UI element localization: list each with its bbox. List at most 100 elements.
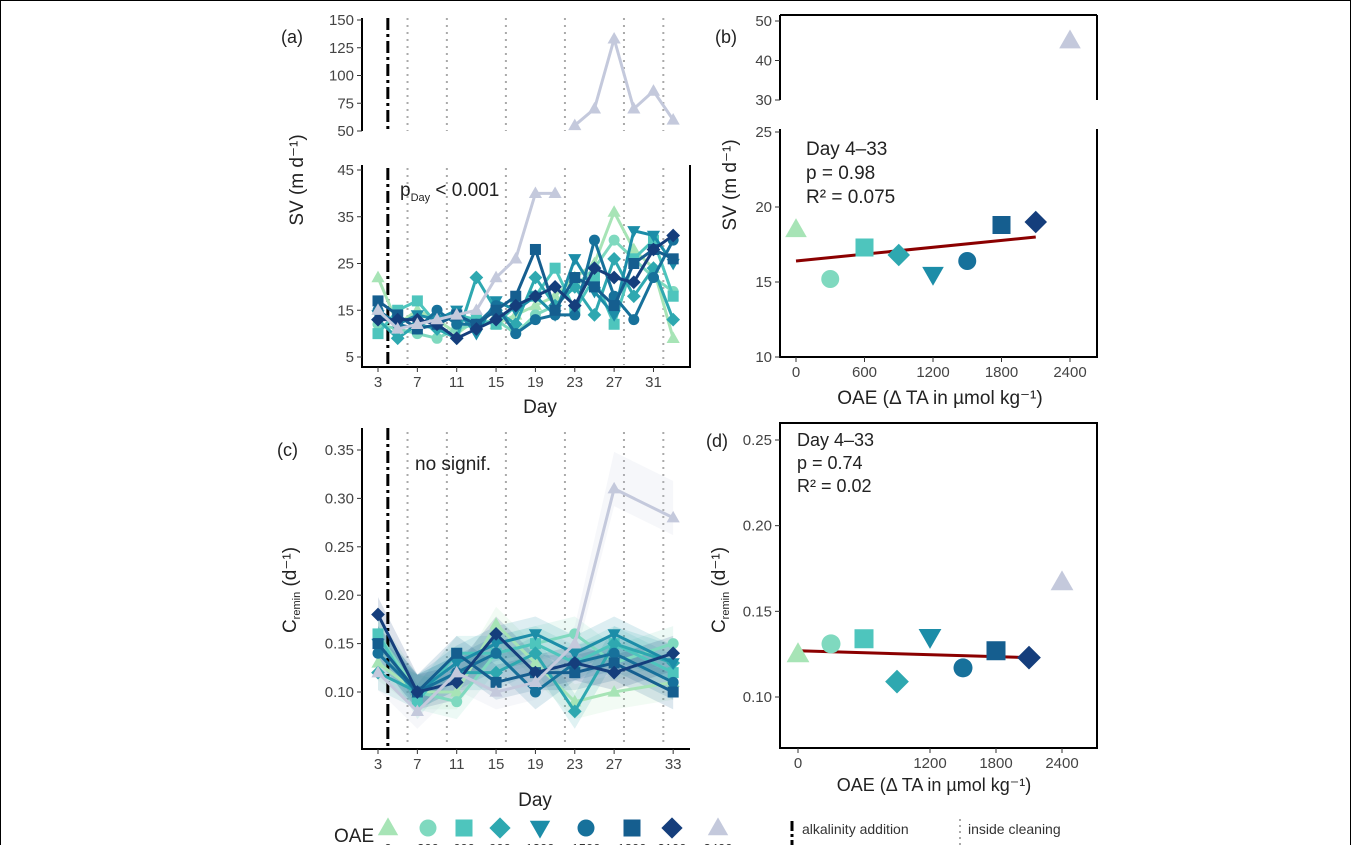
panel-d-tag: (d) — [706, 431, 728, 451]
panel-a-point — [646, 242, 661, 257]
legend-marker-900 — [489, 817, 511, 839]
panel-a-series-line — [377, 235, 675, 336]
panel-a-point — [588, 272, 600, 284]
panel-d-ytick-label: 0.20 — [743, 518, 772, 535]
panel-a-point — [628, 258, 640, 269]
panel-d-point — [885, 669, 909, 694]
panel-d-frame — [779, 422, 1098, 749]
panel-a-point — [411, 295, 423, 307]
panel-a-point — [666, 312, 681, 327]
panel-a-point — [510, 328, 522, 340]
panel-c-point — [490, 647, 502, 659]
panel-a-series-line — [376, 191, 556, 331]
panel-a-series-line — [377, 228, 675, 337]
panel-a-point — [569, 309, 581, 321]
panel-a-ytick-label: 25 — [337, 256, 354, 273]
panel-a-point — [390, 312, 405, 327]
panel-c-ytick-label: 0.25 — [325, 539, 354, 556]
panel-c-point — [489, 638, 503, 651]
panel-a-point — [646, 230, 661, 243]
panel-a-series-line — [377, 245, 674, 331]
panel-a-xtick-label: 27 — [606, 374, 623, 391]
panel-a-ytick-label: 50 — [337, 123, 354, 140]
legend-marker-1800 — [623, 819, 641, 837]
panel-c-xtick-label: 23 — [566, 756, 583, 773]
panel-a-series-line — [377, 237, 675, 340]
panel-a-point — [569, 272, 581, 284]
panel-c-series-line — [376, 642, 674, 695]
panel-c-point — [567, 704, 582, 719]
panel-b-point — [887, 243, 910, 267]
panel-c-point — [371, 607, 385, 622]
panel-a-point — [667, 253, 679, 265]
panel-a-point — [451, 318, 463, 330]
panel-b-point — [855, 238, 874, 257]
panel-c-point — [607, 629, 621, 641]
panel-b-axes-lower — [779, 129, 1098, 358]
panel-a-point — [607, 251, 622, 266]
panel-a-point — [390, 331, 405, 346]
panel-c-ytick-label: 0.15 — [325, 636, 354, 653]
panel-c-ylabel: Cremin (d⁻¹) — [280, 547, 303, 633]
panel-c-xtick-label: 3 — [374, 756, 382, 773]
panel-d-xlabel: OAE (Δ TA in µmol kg⁻¹) — [837, 775, 1032, 795]
panel-c-ci-band — [378, 626, 674, 710]
legend-label-900: 900 — [489, 841, 511, 845]
panel-c-series-line — [376, 651, 674, 694]
panel-c-series-line — [376, 633, 674, 705]
panel-a-axes-lower — [361, 165, 691, 368]
panel-a-point — [627, 226, 641, 238]
panel-a-point — [608, 318, 620, 330]
panel-c-xtick-label: 27 — [606, 756, 623, 773]
panel-c-point — [371, 665, 385, 678]
panel-c-point — [372, 638, 384, 650]
panel-c-ytick-label: 0.20 — [325, 587, 354, 604]
panel-a-tag: (a) — [281, 27, 303, 47]
panel-a-annotation: pDay < 0.001 — [400, 180, 499, 204]
panel-c-point — [569, 667, 581, 679]
panel-a-xtick-label: 31 — [645, 374, 662, 391]
panel-a-point — [608, 300, 620, 312]
panel-a-point — [548, 280, 562, 294]
panel-c-point — [528, 646, 543, 661]
panel-c-point — [490, 676, 502, 688]
panel-a-point — [489, 312, 503, 327]
panel-a-point — [529, 314, 541, 326]
panel-a-point — [469, 303, 483, 315]
panel-a-point — [607, 31, 621, 44]
legend-marker-2100 — [661, 817, 683, 839]
panel-c-point — [607, 636, 622, 651]
panel-b-ytick-label: 50 — [755, 13, 772, 30]
panel-a-point — [667, 290, 679, 302]
panel-c-point — [450, 665, 464, 678]
legend-addition-label: alkalinity addition — [802, 821, 909, 837]
panel-d-ytick-label: 0.25 — [743, 432, 772, 449]
panel-b-xlabel: OAE (Δ TA in µmol kg⁻¹) — [837, 388, 1042, 409]
panel-b-xtick-label: 1800 — [985, 364, 1018, 381]
panel-a-point — [509, 251, 523, 264]
panel-a-series-line — [376, 208, 675, 339]
panel-c-point — [607, 665, 622, 680]
panel-c-point — [528, 629, 543, 641]
legend-label-600: 600 — [453, 841, 475, 845]
legend-label-1200: 1200 — [526, 841, 555, 845]
panel-b-ytick-label: 15 — [755, 274, 772, 291]
panel-a-ytick-label: 5 — [346, 349, 354, 366]
panel-b-xtick-label: 2400 — [1053, 364, 1086, 381]
panel-b-ytick-label: 10 — [755, 349, 772, 366]
panel-c-point — [489, 617, 503, 629]
panel-a-point — [450, 308, 464, 320]
panel-c-point — [667, 676, 679, 688]
panel-a-xlabel: Day — [523, 397, 557, 418]
panel-a-point — [371, 303, 385, 315]
panel-c-point — [567, 656, 582, 670]
panel-a-xtick-label: 11 — [449, 374, 465, 391]
panel-b-xtick-label: 1200 — [916, 364, 949, 381]
panel-d-ytick-label: 0.15 — [743, 603, 772, 620]
panel-a-point — [666, 228, 681, 243]
panel-c-xlabel: Day — [518, 790, 552, 811]
panel-a-point — [587, 308, 602, 322]
panel-c-point — [666, 646, 681, 661]
panel-b-point — [821, 270, 840, 288]
panel-c-xtick-label: 7 — [413, 756, 421, 773]
